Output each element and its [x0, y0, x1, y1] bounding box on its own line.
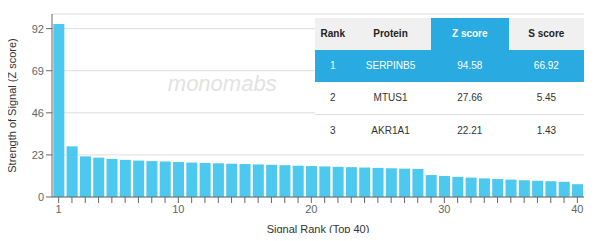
html-text:Protein: Protein	[373, 28, 408, 40]
svg-text:Strength of Signal (Z score): Strength of Signal (Z score)	[8, 38, 18, 173]
html-text:27.66: 27.66	[457, 92, 483, 104]
html-text:SERPINB5: SERPINB5	[365, 60, 416, 72]
svg-text:10: 10	[172, 203, 184, 215]
svg-text:Signal Rank (Top 40): Signal Rank (Top 40)	[267, 223, 370, 233]
html-text:3: 3	[330, 125, 336, 137]
svg-text:23: 23	[32, 149, 44, 161]
html-text:2: 2	[330, 92, 336, 104]
html-text:MTUS1: MTUS1	[373, 92, 408, 104]
svg-text:40: 40	[571, 203, 583, 215]
svg-text:0: 0	[38, 191, 44, 203]
html-text:94.58: 94.58	[457, 60, 483, 72]
html-text:Z score: Z score	[452, 28, 488, 40]
html-text:S score: S score	[528, 28, 565, 40]
svg-text:30: 30	[438, 203, 450, 215]
html-text:22.21: 22.21	[457, 125, 483, 137]
html-text:1: 1	[330, 60, 336, 72]
svg-text:20: 20	[305, 203, 317, 215]
svg-text:92: 92	[32, 23, 44, 35]
html-text:monomabs: monomabs	[167, 70, 277, 96]
svg-text:46: 46	[32, 107, 44, 119]
html-text:AKR1A1: AKR1A1	[371, 125, 410, 137]
svg-text:69: 69	[32, 65, 44, 77]
svg-text:1: 1	[56, 203, 62, 215]
html-text:1.43: 1.43	[536, 125, 557, 137]
html-text:66.92: 66.92	[533, 60, 559, 72]
html-text:Rank: Rank	[320, 28, 345, 40]
html-text:5.45: 5.45	[536, 92, 557, 104]
